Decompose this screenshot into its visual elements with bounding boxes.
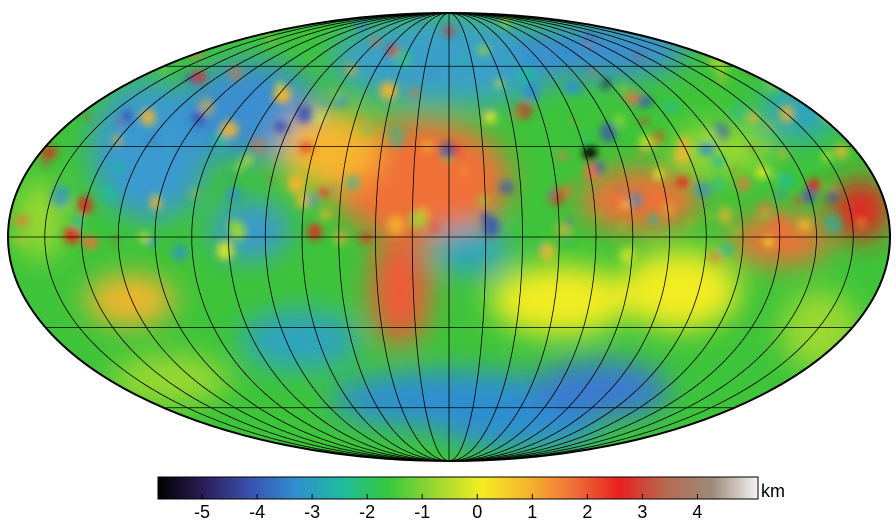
colorbar-tick-label: 3 bbox=[637, 502, 648, 522]
colorbar-tick-label: 0 bbox=[472, 502, 483, 522]
colorbar-tick-label: -4 bbox=[249, 502, 266, 522]
globe-outline bbox=[7, 12, 891, 462]
colorbar-tick-label: 4 bbox=[692, 502, 703, 522]
colorbar-unit-label: km bbox=[761, 481, 785, 501]
colorbar-tick-label: 2 bbox=[582, 502, 593, 522]
globe-surface bbox=[8, 13, 890, 461]
colorbar-tick-label: -5 bbox=[194, 502, 211, 522]
colorbar-gradient bbox=[157, 476, 759, 500]
colorbar-tick-label: -1 bbox=[414, 502, 431, 522]
colorbar bbox=[157, 476, 759, 500]
colorbar-tick-label: -2 bbox=[359, 502, 376, 522]
colorbar-tick-label: 1 bbox=[527, 502, 538, 522]
colorbar-tick-label: -3 bbox=[304, 502, 321, 522]
